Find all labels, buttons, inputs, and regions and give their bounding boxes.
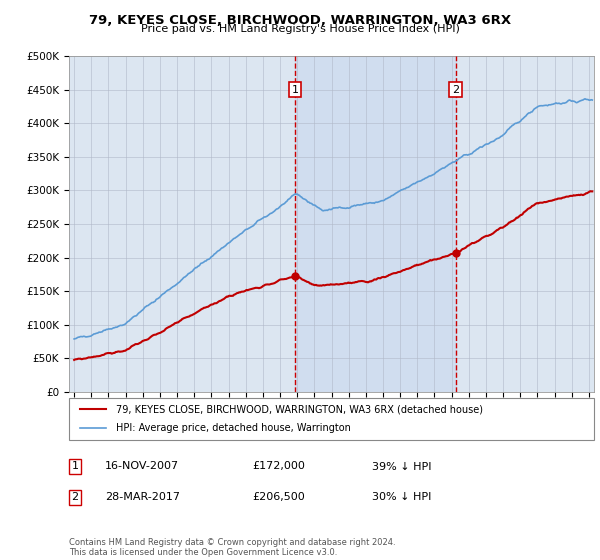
Text: HPI: Average price, detached house, Warrington: HPI: Average price, detached house, Warr… — [116, 423, 351, 433]
Text: 2: 2 — [452, 85, 459, 95]
Text: Price paid vs. HM Land Registry's House Price Index (HPI): Price paid vs. HM Land Registry's House … — [140, 24, 460, 34]
Text: 16-NOV-2007: 16-NOV-2007 — [105, 461, 179, 472]
Text: 1: 1 — [292, 85, 299, 95]
Text: Contains HM Land Registry data © Crown copyright and database right 2024.
This d: Contains HM Land Registry data © Crown c… — [69, 538, 395, 557]
Text: 39% ↓ HPI: 39% ↓ HPI — [372, 461, 431, 472]
Text: 28-MAR-2017: 28-MAR-2017 — [105, 492, 180, 502]
Text: 30% ↓ HPI: 30% ↓ HPI — [372, 492, 431, 502]
Text: £172,000: £172,000 — [252, 461, 305, 472]
Bar — [295, 56, 455, 392]
Text: 1: 1 — [71, 461, 79, 472]
FancyBboxPatch shape — [69, 398, 594, 440]
Text: 79, KEYES CLOSE, BIRCHWOOD, WARRINGTON, WA3 6RX (detached house): 79, KEYES CLOSE, BIRCHWOOD, WARRINGTON, … — [116, 404, 483, 414]
Text: 79, KEYES CLOSE, BIRCHWOOD, WARRINGTON, WA3 6RX: 79, KEYES CLOSE, BIRCHWOOD, WARRINGTON, … — [89, 14, 511, 27]
Text: £206,500: £206,500 — [252, 492, 305, 502]
Text: 2: 2 — [71, 492, 79, 502]
